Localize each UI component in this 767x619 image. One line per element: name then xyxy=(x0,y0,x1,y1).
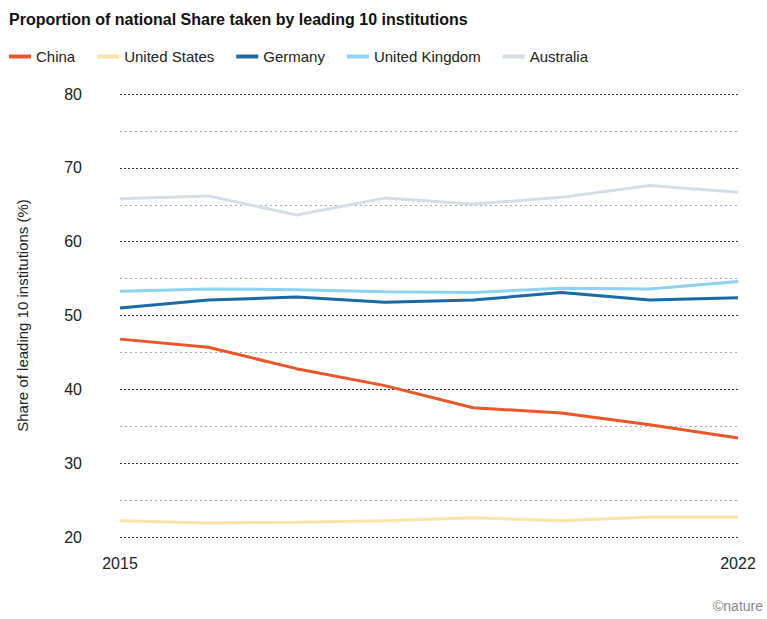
svg-text:China: China xyxy=(36,48,76,65)
svg-text:40: 40 xyxy=(64,381,82,398)
svg-text:Australia: Australia xyxy=(530,48,589,65)
svg-text:60: 60 xyxy=(64,233,82,250)
svg-text:2015: 2015 xyxy=(102,555,138,572)
svg-text:Germany: Germany xyxy=(263,48,325,65)
svg-text:United Kingdom: United Kingdom xyxy=(374,48,481,65)
svg-text:2022: 2022 xyxy=(720,555,756,572)
svg-text:Share of leading 10 institutio: Share of leading 10 institutions (%) xyxy=(14,199,31,432)
svg-text:20: 20 xyxy=(64,529,82,546)
svg-text:©nature: ©nature xyxy=(713,598,763,614)
svg-text:Proportion of national Share t: Proportion of national Share taken by le… xyxy=(9,11,468,28)
svg-text:80: 80 xyxy=(64,86,82,103)
svg-text:30: 30 xyxy=(64,455,82,472)
svg-text:70: 70 xyxy=(64,159,82,176)
svg-text:50: 50 xyxy=(64,307,82,324)
svg-text:United States: United States xyxy=(124,48,214,65)
